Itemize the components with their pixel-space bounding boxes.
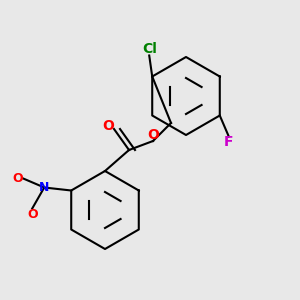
Text: O: O	[102, 119, 114, 133]
Text: O: O	[147, 128, 159, 142]
Text: F: F	[224, 136, 233, 149]
Text: N: N	[39, 181, 50, 194]
Text: Cl: Cl	[142, 43, 157, 56]
Text: O: O	[12, 172, 22, 185]
Text: O: O	[27, 208, 38, 221]
